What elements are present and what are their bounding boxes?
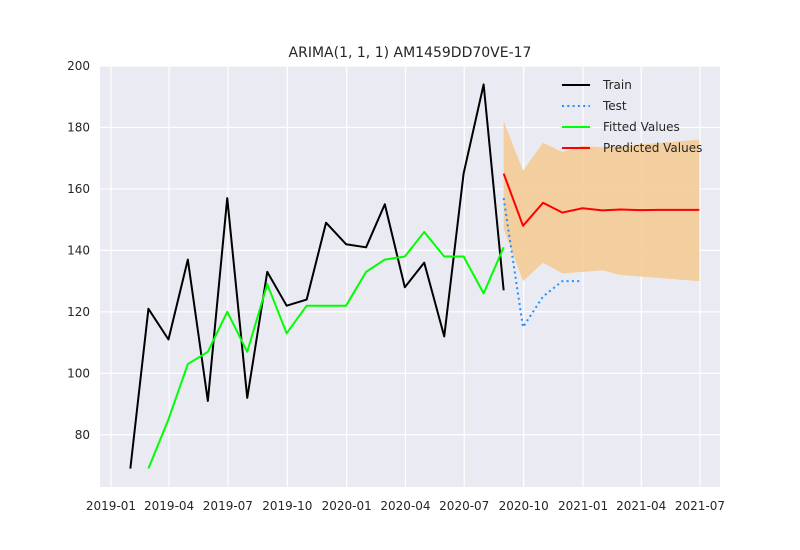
y-tick-label: 80 <box>75 428 90 442</box>
legend-label-fitted-values: Fitted Values <box>603 120 680 134</box>
y-tick-label: 180 <box>67 120 90 134</box>
chart-title: ARIMA(1, 1, 1) AM1459DD70VE-17 <box>289 45 532 61</box>
x-tick-label: 2021-01 <box>558 499 608 513</box>
legend: Train Test Fitted Values Predicted Values <box>562 78 702 155</box>
y-tick-label: 200 <box>67 59 90 73</box>
series-line-train <box>129 83 505 469</box>
legend-label-test: Test <box>602 99 627 113</box>
y-tick-label: 120 <box>67 305 90 319</box>
x-tick-label: 2021-04 <box>616 499 666 513</box>
x-tick-label: 2020-04 <box>380 499 430 513</box>
legend-label-predicted-values: Predicted Values <box>603 141 702 155</box>
series-line-fitted-values <box>147 230 505 469</box>
legend-label-train: Train <box>602 78 632 92</box>
confidence-band-layer <box>503 121 700 282</box>
y-tick-label: 160 <box>67 182 90 196</box>
series-line-predicted-values <box>502 173 700 227</box>
plot-background <box>100 66 720 487</box>
y-tick-label: 140 <box>67 243 90 257</box>
confidence-band <box>503 121 700 282</box>
x-tick-label: 2019-04 <box>144 499 194 513</box>
x-tick-label: 2019-10 <box>262 499 312 513</box>
x-tick-label: 2019-01 <box>86 499 136 513</box>
x-tick-label: 2021-07 <box>675 499 725 513</box>
y-tick-label: 100 <box>67 366 90 380</box>
x-tick-label: 2020-07 <box>439 499 489 513</box>
series-lines <box>129 83 700 469</box>
x-tick-label: 2020-01 <box>322 499 372 513</box>
x-axis-ticks: 2019-01 2019-04 2019-07 2019-10 2020-01 2020-… <box>86 499 725 513</box>
x-tick-label: 2020-10 <box>499 499 549 513</box>
x-tick-label: 2019-07 <box>203 499 253 513</box>
y-axis-ticks: 80 100 120 140 160 180 200 <box>67 59 90 442</box>
